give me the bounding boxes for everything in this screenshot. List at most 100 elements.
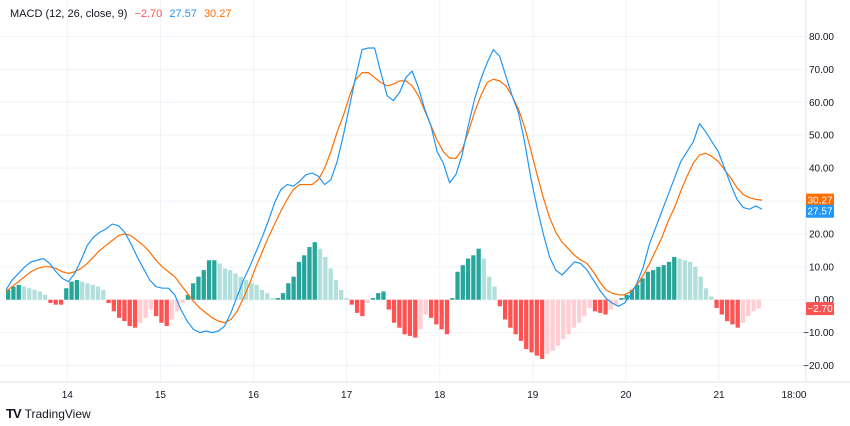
histogram-bar	[672, 256, 677, 300]
histogram-bar	[43, 294, 48, 300]
histogram-bar	[735, 299, 740, 328]
histogram-bar	[317, 248, 323, 300]
indicator-legend[interactable]: MACD (12, 26, close, 9) −2.70 27.57 30.2…	[10, 8, 235, 20]
histogram-bar	[27, 288, 32, 300]
histogram-bar	[608, 299, 613, 310]
histogram-bar	[687, 261, 693, 300]
histogram-bar	[603, 299, 608, 315]
histogram-bar	[629, 289, 635, 300]
x-tick-label: 21	[713, 390, 725, 401]
signal-value: 30.27	[203, 8, 232, 20]
histogram-bar	[703, 288, 709, 300]
histogram-bar	[106, 299, 111, 304]
histogram-bar	[423, 299, 428, 315]
signal-badge-text: 30.27	[807, 196, 832, 207]
histogram-badge: −2.70	[806, 302, 834, 316]
histogram-bar	[413, 299, 418, 338]
histogram-bar	[613, 299, 619, 305]
y-tick-label: 70.00	[809, 65, 834, 76]
histogram-bar	[344, 298, 349, 300]
x-tick-label: 18:00	[781, 390, 806, 401]
histogram-bar	[439, 299, 444, 330]
histogram-bar	[69, 281, 74, 300]
histogram-bar	[693, 266, 698, 300]
histogram-bar	[233, 273, 238, 300]
tradingview-brand[interactable]: TV TradingView	[6, 406, 91, 421]
tradingview-logo-icon: TV	[6, 406, 22, 421]
histogram-bar	[550, 299, 555, 351]
histogram-bar	[444, 299, 450, 335]
histogram-bar	[185, 294, 191, 300]
x-tick-label: 15	[155, 390, 167, 401]
histogram-bar	[698, 276, 703, 300]
histogram-bar	[571, 299, 576, 328]
histogram-bar	[635, 284, 640, 300]
histogram-bar	[756, 299, 761, 309]
histogram-bar	[196, 276, 201, 300]
histogram-bar	[127, 299, 132, 327]
histogram-badge-bg	[806, 302, 834, 316]
histogram-bar	[85, 283, 90, 300]
histogram-bar	[74, 279, 80, 300]
histogram-bar	[228, 270, 233, 300]
histogram-bar	[508, 299, 513, 328]
histogram-bar	[37, 291, 43, 300]
histogram-bar	[719, 299, 724, 315]
indicator-title: MACD (12, 26, close, 9)	[10, 8, 128, 20]
histogram-bar	[709, 296, 714, 300]
histogram-bar	[471, 255, 476, 300]
histogram-bar	[180, 299, 185, 304]
histogram-bar	[206, 260, 212, 300]
histogram-bar	[265, 293, 270, 300]
histogram-bar	[64, 288, 69, 300]
histogram-bar	[349, 299, 354, 305]
histogram-bar	[661, 265, 666, 300]
histogram-bar	[524, 299, 529, 350]
histogram-bar	[645, 271, 650, 300]
histogram-bar	[164, 299, 169, 327]
histogram-bar	[391, 299, 397, 323]
macd-badge-bg	[806, 204, 834, 218]
histogram-bar	[740, 299, 746, 323]
y-tick-label: 50.00	[809, 131, 834, 142]
histogram-bar	[518, 299, 524, 341]
x-tick-label: 18	[434, 390, 446, 401]
histogram-bar	[275, 298, 280, 300]
histogram-bar	[561, 299, 566, 340]
histogram-bar	[381, 291, 386, 300]
y-tick-label: 10.00	[809, 262, 834, 273]
histogram-bar	[428, 299, 434, 318]
histogram-bar	[328, 268, 333, 300]
macd-badge: 27.57	[806, 204, 834, 218]
histogram-bar	[656, 266, 661, 300]
x-tick-label: 16	[248, 390, 260, 401]
histogram-bar	[48, 299, 53, 304]
histogram-bar	[333, 279, 339, 300]
histogram-bar	[677, 258, 682, 300]
histogram-bar	[624, 294, 629, 300]
histogram-bar	[455, 271, 460, 300]
histogram-bar	[465, 258, 471, 300]
histogram-bar	[249, 283, 254, 300]
x-tick-label: 14	[62, 390, 74, 401]
histogram-bar	[682, 260, 687, 300]
histogram-bar	[122, 299, 127, 322]
time-axis[interactable]: 14 15 16 17 18 19 20 21 18:00	[62, 390, 807, 401]
histogram-bar	[481, 258, 487, 300]
histogram-bar	[365, 299, 370, 304]
histogram-bar	[222, 268, 228, 300]
histogram-bar	[513, 299, 518, 335]
histogram-bar	[302, 255, 307, 300]
histogram-bar	[502, 299, 508, 320]
x-tick-label: 17	[341, 390, 353, 401]
histogram-bar	[730, 299, 735, 325]
histogram-bar	[539, 299, 545, 359]
histogram-bar	[650, 270, 656, 300]
histogram-bar	[280, 293, 286, 300]
histogram-series	[6, 242, 761, 359]
histogram-bar	[640, 278, 645, 300]
histogram-bar	[386, 299, 391, 310]
histogram-bar	[143, 299, 148, 318]
